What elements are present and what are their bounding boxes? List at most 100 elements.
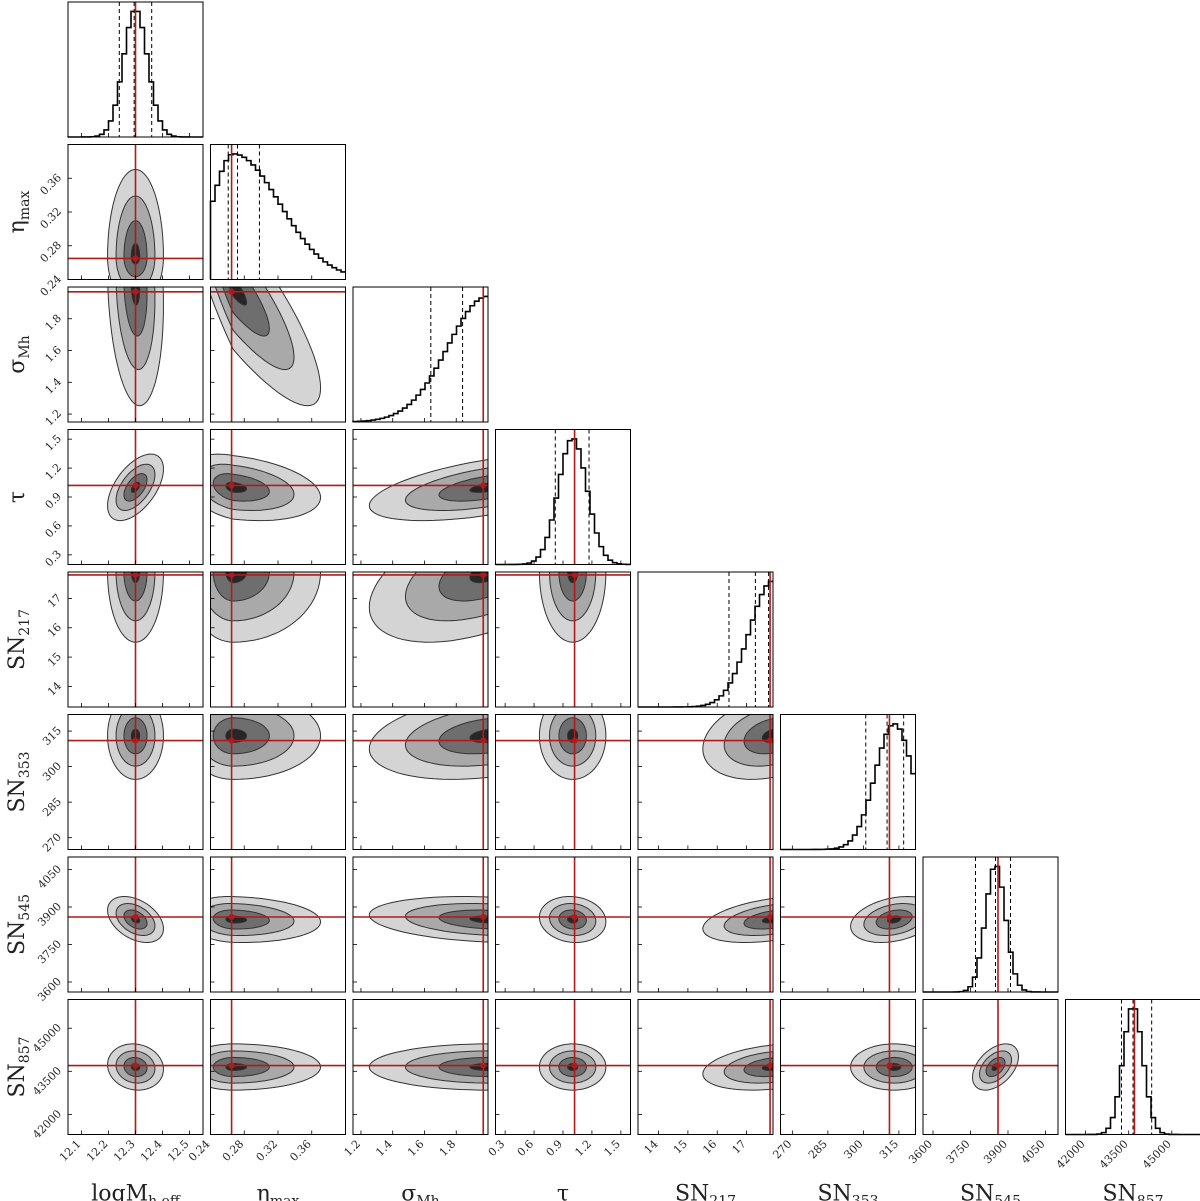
contour-frame-5-4 (637, 714, 774, 850)
x-tick-label: 43500 (1097, 1137, 1131, 1171)
x-axis-label-6: SN545 (960, 1182, 1021, 1201)
truth-point-6-1 (228, 914, 235, 920)
x-tick-label: 285 (806, 1137, 830, 1161)
x-tick-label: 12.1 (57, 1137, 84, 1164)
x-tick-label: 270 (770, 1137, 794, 1161)
truth-point-6-3 (571, 914, 578, 920)
y-axis-label-2: σMh (5, 335, 33, 373)
contour-panel-7-5 (780, 999, 916, 1135)
contour-level-2-1-2 (222, 287, 270, 337)
truth-point-2-1 (228, 288, 235, 295)
y-tick-label: 0.3 (43, 548, 65, 570)
contour-panel-7-0 (67, 999, 204, 1135)
x-tick-label: 15 (671, 1137, 690, 1156)
contour-panel-3-0 (67, 429, 204, 565)
x-tick-label: 4050 (1019, 1137, 1048, 1166)
y-tick-label: 270 (40, 831, 64, 855)
y-tick-label: 3900 (35, 900, 64, 929)
x-tick-label: 1.4 (373, 1137, 395, 1159)
hist-panel-2 (352, 286, 489, 423)
hist-line-6 (923, 865, 1058, 993)
x-axis-label-3: τ (557, 1182, 569, 1201)
x-tick-label: 3600 (906, 1137, 935, 1166)
y-tick-label: 1.2 (43, 407, 65, 429)
y-tick-label: 15 (45, 650, 64, 669)
hist-line-5 (780, 723, 916, 851)
contour-panel-6-3 (495, 856, 631, 993)
y-tick-label: 42000 (30, 1107, 64, 1141)
hist-panel-7 (1065, 999, 1200, 1136)
truth-point-5-2 (480, 737, 487, 744)
contour-frame-6-4 (637, 856, 774, 993)
contour-frame-7-4 (637, 999, 774, 1135)
y-tick-label: 16 (45, 621, 64, 640)
truth-point-7-1 (228, 1062, 235, 1069)
contour-level-6-4-2 (743, 910, 773, 930)
hist-frame-4 (637, 571, 774, 708)
truth-point-4-1 (228, 572, 235, 578)
y-tick-label: 1.5 (43, 432, 65, 454)
contour-panel-5-1 (210, 714, 346, 850)
y-tick-label: 1.4 (43, 375, 65, 397)
y-axis-label-1: ηmax (5, 191, 33, 234)
truth-point-5-1 (228, 737, 235, 744)
contour-panel-3-2 (352, 429, 489, 565)
truth-point-7-6 (995, 1062, 1001, 1069)
hist-frame-3 (495, 429, 631, 565)
truth-point-3-1 (228, 482, 235, 489)
contour-level-7-4-2 (743, 1057, 773, 1078)
x-tick-label: 3900 (981, 1137, 1010, 1166)
y-tick-label: 3600 (35, 975, 64, 1004)
hist-line-1 (209, 153, 346, 280)
y-axis-label-6: SN545 (5, 894, 33, 955)
hist-frame-2 (352, 286, 489, 423)
hist-panel-1 (209, 144, 346, 280)
contour-panel-1-0 (67, 144, 204, 280)
contour-frame-6-5 (780, 856, 916, 993)
truth-point-4-0 (132, 572, 139, 578)
y-tick-label: 3750 (35, 937, 64, 966)
x-axis-label-5: SN353 (817, 1182, 878, 1201)
truth-point-6-0 (132, 914, 139, 920)
y-tick-label: 0.9 (43, 490, 65, 512)
hist-frame-6 (922, 856, 1059, 993)
x-tick-label: 315 (877, 1137, 901, 1161)
x-tick-label: 1.2 (341, 1137, 363, 1159)
x-axis-label-1: ηmax (257, 1182, 300, 1201)
x-tick-label: 1.5 (601, 1137, 623, 1159)
hist-panel-0 (67, 1, 204, 138)
contour-panel-4-3 (495, 571, 631, 708)
y-tick-label: 0.6 (43, 519, 65, 541)
x-tick-label: 0.6 (515, 1137, 537, 1159)
contour-panel-5-0 (67, 714, 204, 850)
truth-point-7-4 (767, 1062, 773, 1069)
x-tick-label: 0.36 (287, 1137, 314, 1164)
x-tick-label: 16 (700, 1137, 719, 1156)
y-tick-label: 285 (40, 795, 64, 819)
contour-panel-6-5 (780, 856, 916, 993)
contour-panel-4-0 (67, 571, 204, 708)
y-tick-label: 17 (45, 591, 64, 610)
y-tick-label: 1.6 (43, 343, 65, 365)
x-tick-label: 0.32 (254, 1137, 281, 1164)
hist-line-2 (352, 295, 488, 423)
truth-point-6-2 (480, 914, 487, 920)
truth-point-7-2 (480, 1062, 487, 1069)
contour-panel-3-1 (210, 429, 346, 565)
contour-panel-4-1 (210, 571, 346, 708)
hist-panel-4 (637, 571, 774, 708)
x-tick-label: 3750 (944, 1137, 973, 1166)
contour-panel-6-0 (67, 856, 204, 993)
y-tick-label: 1.2 (43, 461, 65, 483)
contour-panel-5-3 (495, 714, 631, 850)
contour-panel-7-2 (352, 999, 489, 1135)
y-tick-label: 1.8 (43, 312, 65, 334)
contour-frame-5-2 (352, 714, 489, 850)
x-axis-label-7: SN857 (1102, 1182, 1163, 1201)
y-axis-label-3: τ (5, 491, 30, 503)
x-tick-label: 14 (642, 1137, 661, 1156)
truth-point-3-0 (132, 482, 139, 489)
contour-level-3-2-2 (438, 475, 488, 502)
contour-panel-5-4 (637, 714, 774, 850)
